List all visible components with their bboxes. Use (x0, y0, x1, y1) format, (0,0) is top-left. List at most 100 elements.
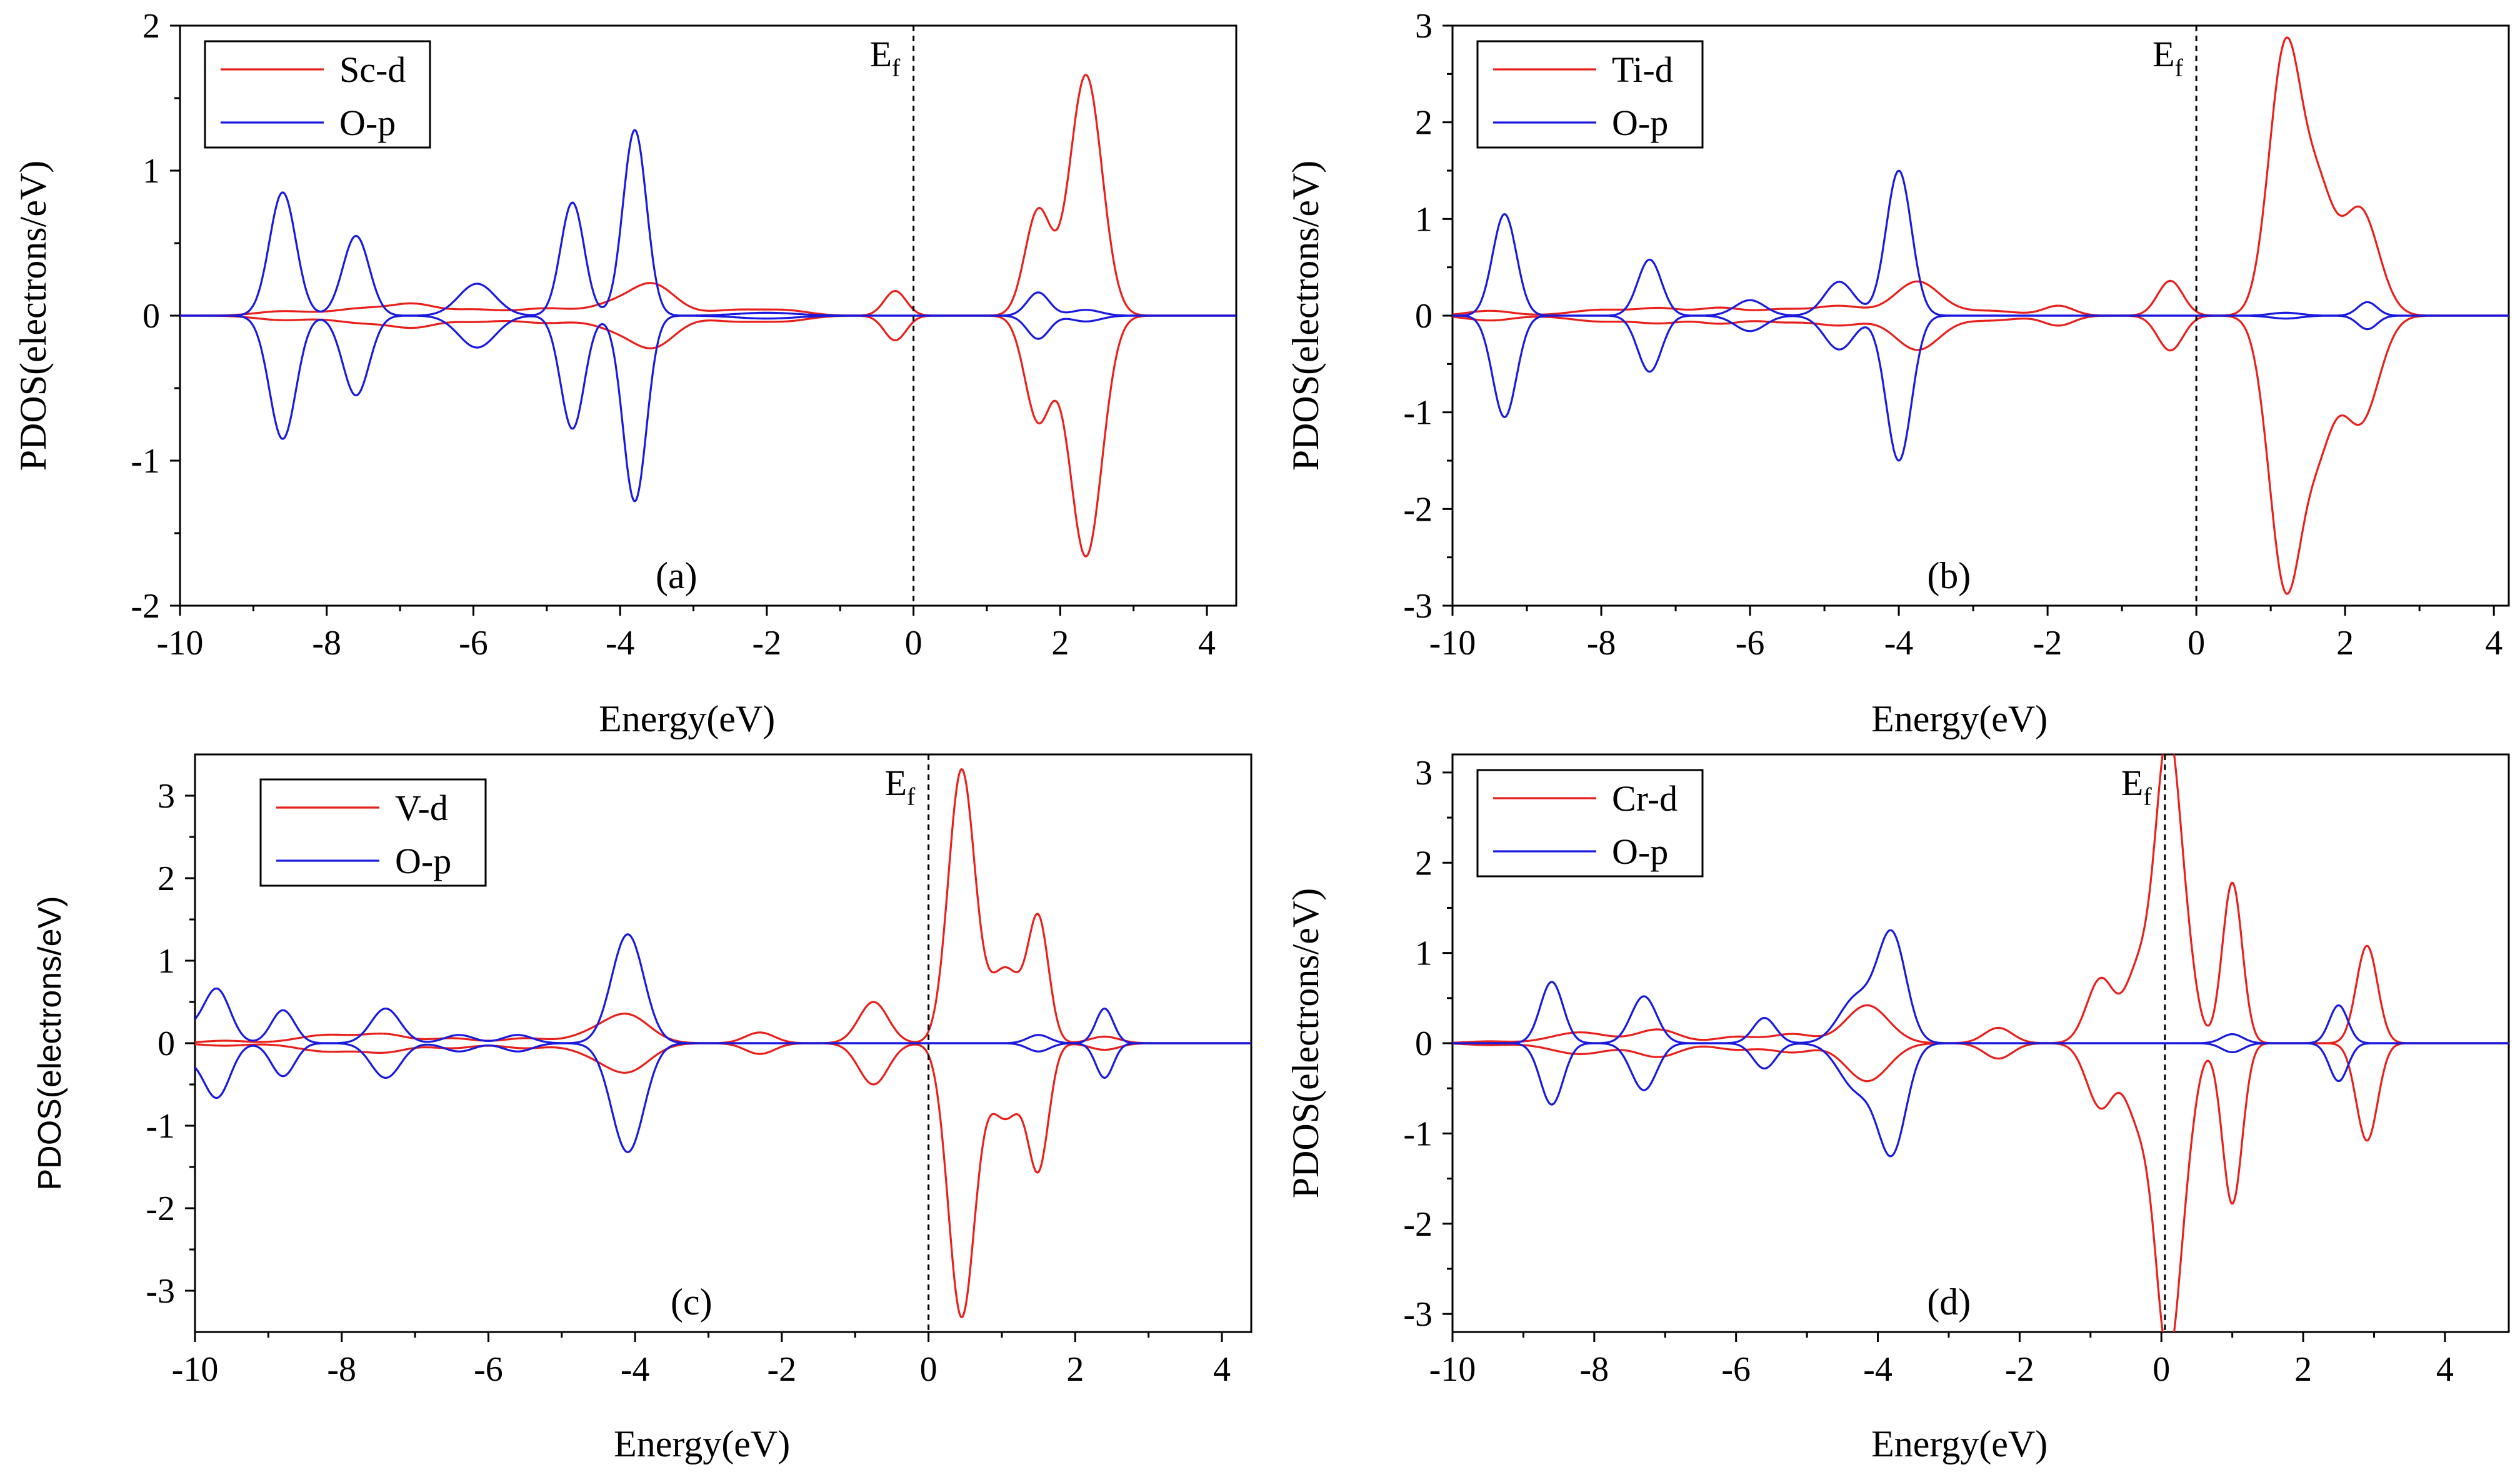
y-tick-label: -3 (1403, 1295, 1432, 1334)
panel-c: -10 -8 -6 -4 -2 0 2 4-3-2-10123Energy(eV)PDOS(e… (32, 754, 1251, 1464)
y-tick-label: -1 (146, 1107, 175, 1146)
x-tick-label: -10 (1429, 1350, 1476, 1389)
fermi-label: Ef (870, 34, 901, 82)
legend-label: O-p (395, 841, 451, 881)
x-tick-label: 2 (1066, 1350, 1084, 1389)
legend: Sc-d O-p (205, 41, 430, 148)
panel-d: -10 -8 -6 -4 -2 0 2 4-3-2-10123Energy(eV)PDOS(e… (1285, 729, 2509, 1464)
x-axis-label: Energy(eV) (614, 1423, 790, 1464)
y-tick-label: 1 (142, 152, 160, 191)
series-line-o-p-down (195, 1043, 1251, 1152)
panel-label: (c) (671, 1281, 712, 1323)
x-tick-label: -4 (621, 1350, 650, 1389)
series-line-o-p-up (1452, 171, 2509, 316)
series-line-o-p-down (1452, 316, 2509, 461)
series-line-cr-d-down (1452, 1043, 2509, 1358)
legend: Ti-d O-p (1478, 41, 1702, 148)
y-tick-label: 3 (158, 777, 175, 816)
y-tick-label: -3 (1403, 587, 1432, 626)
y-tick-label: -2 (146, 1189, 175, 1228)
legend-box (261, 779, 486, 886)
x-tick-label: -8 (327, 1350, 356, 1389)
x-tick-label: 0 (2152, 1350, 2170, 1389)
series-line-o-p-down (180, 316, 1236, 501)
y-axis-label: PDOS(electrons/eV) (1285, 161, 1326, 471)
x-axis-label: Energy(eV) (1871, 698, 2048, 739)
fermi-label: Ef (2121, 763, 2152, 811)
y-tick-label: -1 (131, 442, 160, 481)
legend-label: V-d (395, 788, 448, 828)
legend-label: Ti-d (1612, 49, 1673, 90)
legend-label: O-p (1612, 103, 1668, 143)
panel-b: -10 -8 -6 -4 -2 0 2 4-3-2-10123Energy(eV)PDOS(e… (1285, 7, 2509, 739)
x-tick-label: 4 (2436, 1350, 2454, 1389)
y-axis-label: PDOS(electrons/eV) (12, 161, 54, 471)
legend: V-d O-p (261, 779, 486, 886)
x-tick-label: 2 (2336, 624, 2354, 663)
x-tick-label: -2 (752, 624, 782, 663)
y-tick-label: -1 (1403, 394, 1432, 433)
panel-a: -10 -8 -6 -4 -2 0 2 4-2-1012Energy(eV)PDOS(elec… (12, 7, 1236, 739)
series-line-o-p-up (195, 934, 1251, 1043)
legend: Cr-d O-p (1478, 770, 1702, 876)
y-tick-label: 2 (158, 859, 175, 898)
panel-label: (a) (656, 555, 698, 596)
legend-label: O-p (1612, 831, 1668, 872)
x-tick-label: -2 (2033, 624, 2062, 663)
x-tick-label: -8 (1580, 1350, 1609, 1389)
x-tick-label: -8 (1587, 624, 1616, 663)
x-tick-label: 4 (1198, 624, 1216, 663)
x-axis-label: Energy(eV) (599, 698, 775, 739)
x-tick-label: 0 (920, 1350, 938, 1389)
y-axis-label: PDOS(electrons/eV) (1285, 888, 1326, 1199)
y-tick-label: 1 (158, 942, 175, 981)
x-tick-label: -8 (312, 624, 341, 663)
x-tick-label: 4 (2485, 624, 2502, 663)
y-tick-label: 1 (1415, 934, 1432, 973)
x-axis-label: Energy(eV) (1871, 1423, 2048, 1464)
legend-label: Cr-d (1612, 778, 1678, 819)
x-tick-label: -10 (157, 624, 204, 663)
x-tick-label: -6 (1721, 1350, 1751, 1389)
panel-label: (b) (1927, 555, 1971, 596)
panel-label: (d) (1927, 1281, 1971, 1323)
y-tick-label: 3 (1415, 754, 1432, 793)
y-tick-label: -2 (1403, 490, 1432, 529)
x-tick-label: 2 (1051, 624, 1069, 663)
series-line-o-p-down (1452, 1043, 2509, 1156)
y-axis-label: PDOS(electrons/eV) (32, 896, 68, 1190)
series-line-ti-d-down (1452, 316, 2509, 594)
y-tick-label: 0 (158, 1024, 175, 1063)
x-tick-label: 4 (1213, 1350, 1231, 1389)
x-tick-label: -6 (474, 1350, 503, 1389)
x-tick-label: 0 (2188, 624, 2205, 663)
legend-label: Sc-d (339, 49, 406, 90)
x-tick-label: -4 (606, 624, 635, 663)
y-tick-label: -2 (1403, 1205, 1432, 1244)
y-tick-label: -2 (131, 587, 160, 626)
series-line-o-p-up (180, 130, 1236, 316)
y-tick-label: 0 (1415, 297, 1432, 336)
y-tick-label: 2 (1415, 104, 1432, 143)
x-tick-label: -4 (1863, 1350, 1892, 1389)
pdos-figure: -10 -8 -6 -4 -2 0 2 4-2-1012Energy(eV)PDOS(elec… (0, 0, 2520, 1482)
y-tick-label: 2 (1415, 844, 1432, 883)
y-tick-label: -1 (1403, 1114, 1432, 1153)
x-tick-label: 2 (2294, 1350, 2312, 1389)
x-tick-label: 0 (905, 624, 922, 663)
x-tick-label: -10 (172, 1350, 219, 1389)
y-tick-label: 3 (1415, 7, 1432, 46)
legend-label: O-p (339, 103, 396, 143)
x-tick-label: -4 (1884, 624, 1914, 663)
series-line-o-p-up (1452, 930, 2509, 1043)
y-tick-label: 2 (142, 7, 160, 46)
fermi-label: Ef (885, 763, 916, 811)
series-line-v-d-down (195, 1043, 1251, 1317)
fermi-label: Ef (2152, 34, 2183, 82)
x-tick-label: -2 (2005, 1350, 2034, 1389)
x-tick-label: -2 (768, 1350, 797, 1389)
y-tick-label: -3 (146, 1272, 175, 1311)
y-tick-label: 1 (1415, 200, 1432, 239)
x-tick-label: -6 (1736, 624, 1765, 663)
y-tick-label: 0 (1415, 1024, 1432, 1063)
